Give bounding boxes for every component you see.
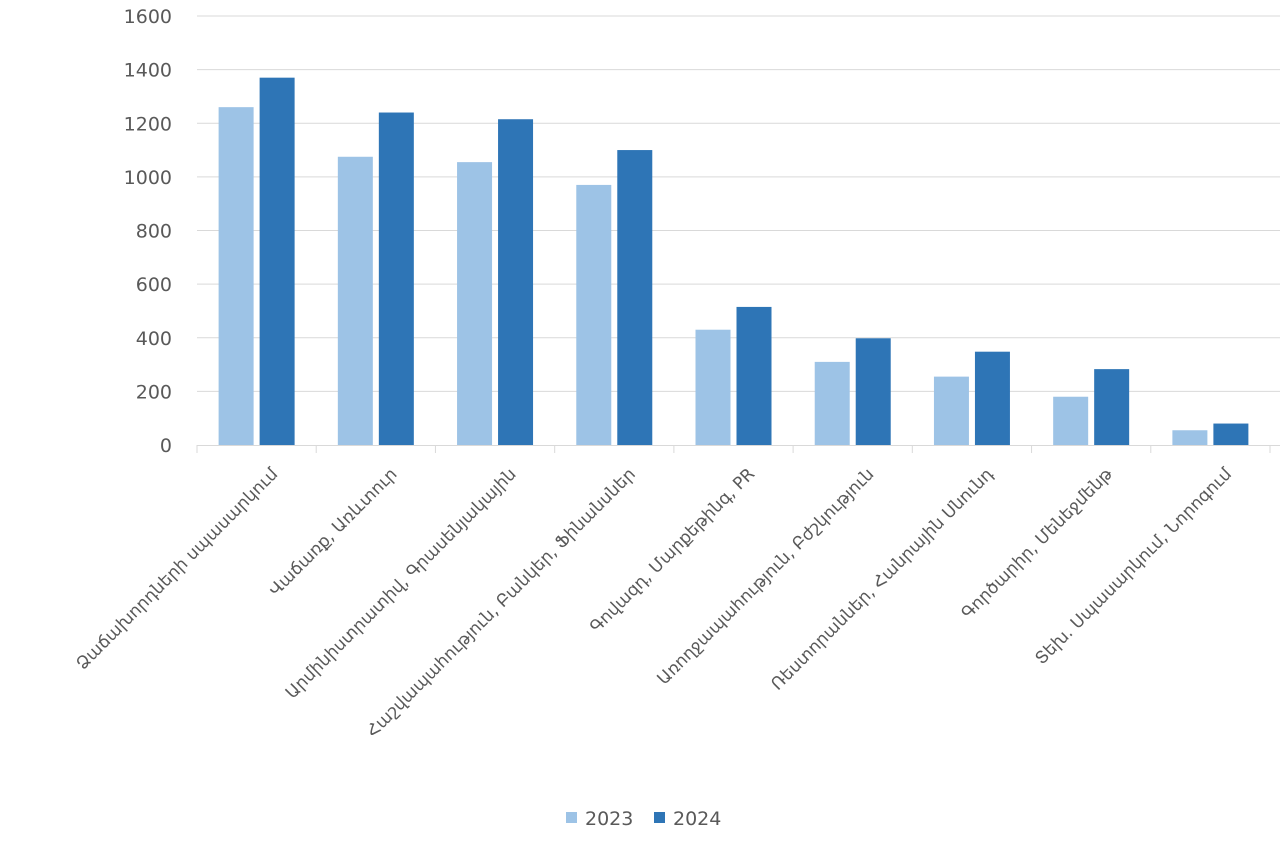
x-category-label: Արմինիստրատիվ, Գրասենյակային xyxy=(282,464,521,703)
bar-2024-0 xyxy=(259,77,295,445)
bar-2024-7 xyxy=(1094,369,1130,445)
y-axis-tick-labels: 0 200 400 600 800 1000 1200 1400 1600 xyxy=(124,6,172,457)
x-category-label: Տեխ. Սպասարկում, Նորոգում xyxy=(1031,464,1236,669)
x-category-label: Վաճառք, Առևտուր xyxy=(265,464,401,600)
y-tick-label: 1200 xyxy=(124,113,172,135)
y-tick-label: 400 xyxy=(136,328,172,350)
bar-2024-6 xyxy=(974,351,1010,445)
legend: 2023 2024 xyxy=(566,808,721,830)
bar-2023-8 xyxy=(1172,430,1208,445)
legend-label: 2024 xyxy=(673,808,721,830)
bar-2023-7 xyxy=(1053,396,1089,445)
bar-2024-1 xyxy=(378,112,414,446)
y-tick-label: 0 xyxy=(160,435,172,457)
bar-2024-8 xyxy=(1213,423,1249,445)
bar-2024-2 xyxy=(498,119,534,446)
x-category-label: Հաշվապահություն, Բանկեր, Ֆինանսներ xyxy=(363,464,640,741)
bar-2023-3 xyxy=(576,184,612,445)
bar-2023-0 xyxy=(218,107,254,445)
gridlines xyxy=(197,15,1280,392)
bar-2023-4 xyxy=(695,329,731,445)
legend-label: 2023 xyxy=(585,808,633,830)
legend-swatch-2023 xyxy=(566,812,577,823)
y-tick-label: 1600 xyxy=(124,6,172,28)
y-tick-label: 200 xyxy=(136,381,172,403)
bar-2023-5 xyxy=(814,361,850,445)
y-tick-label: 1000 xyxy=(124,167,172,189)
bar-2023-6 xyxy=(933,376,969,445)
x-category-label: Ռեստորաններ, Հանրային Սնունդ xyxy=(767,464,998,695)
bars xyxy=(218,77,1249,446)
bar-2023-2 xyxy=(457,162,493,446)
x-category-label: Առողջապահություն, Բժշկություն xyxy=(654,464,879,689)
bar-2024-4 xyxy=(736,306,772,445)
bar-2023-1 xyxy=(337,156,373,445)
x-axis-tick-marks xyxy=(196,445,1271,453)
legend-swatch-2024 xyxy=(654,812,665,823)
y-tick-label: 600 xyxy=(136,274,172,296)
bar-2024-5 xyxy=(855,338,891,445)
y-tick-label: 1400 xyxy=(124,60,172,82)
bar-2024-3 xyxy=(617,150,653,445)
y-tick-label: 800 xyxy=(136,221,172,243)
x-category-label: Ձաճախորդների սպասարկում xyxy=(72,464,282,674)
